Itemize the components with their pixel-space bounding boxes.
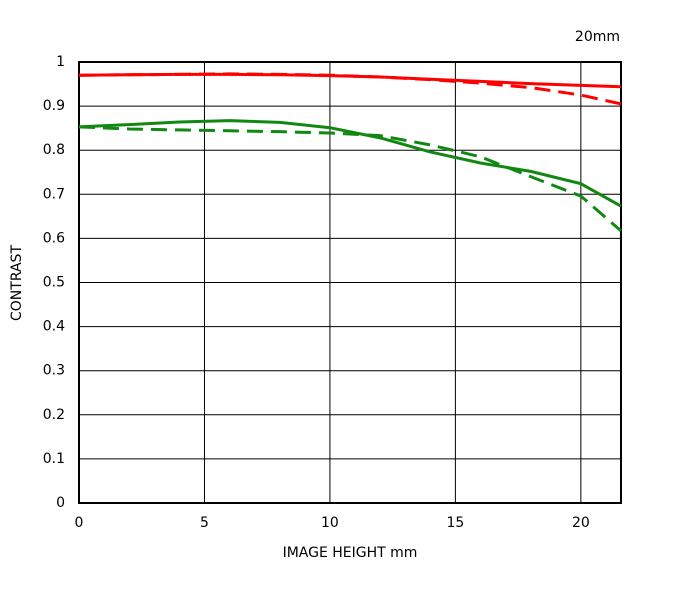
y-tick-label: 1 — [56, 54, 65, 70]
x-tick-label: 20 — [572, 515, 590, 531]
x-tick-label: 10 — [321, 515, 339, 531]
y-tick-label: 0.2 — [43, 407, 65, 423]
x-axis-label: IMAGE HEIGHT mm — [283, 545, 418, 561]
y-tick-label: 0.5 — [43, 275, 65, 291]
y-tick-label: 0.1 — [43, 451, 65, 467]
y-tick-label: 0.6 — [43, 230, 65, 246]
series-line — [78, 72, 622, 106]
y-tick-label: 0.4 — [43, 319, 65, 335]
y-tick-label: 0.3 — [43, 363, 65, 379]
y-tick-label: 0.7 — [43, 186, 65, 202]
y-axis-label: CONTRAST — [9, 245, 25, 321]
plot-frame — [78, 61, 622, 504]
x-tick-label: 5 — [200, 515, 209, 531]
series-line — [78, 125, 622, 233]
series-line — [78, 119, 622, 208]
x-tick-label: 0 — [75, 515, 84, 531]
chart-title: 20mm — [575, 29, 620, 45]
y-tick-label: 0 — [56, 495, 65, 511]
y-tick-label: 0.9 — [43, 98, 65, 114]
y-tick-label: 0.8 — [43, 142, 65, 158]
x-tick-label: 15 — [446, 515, 464, 531]
